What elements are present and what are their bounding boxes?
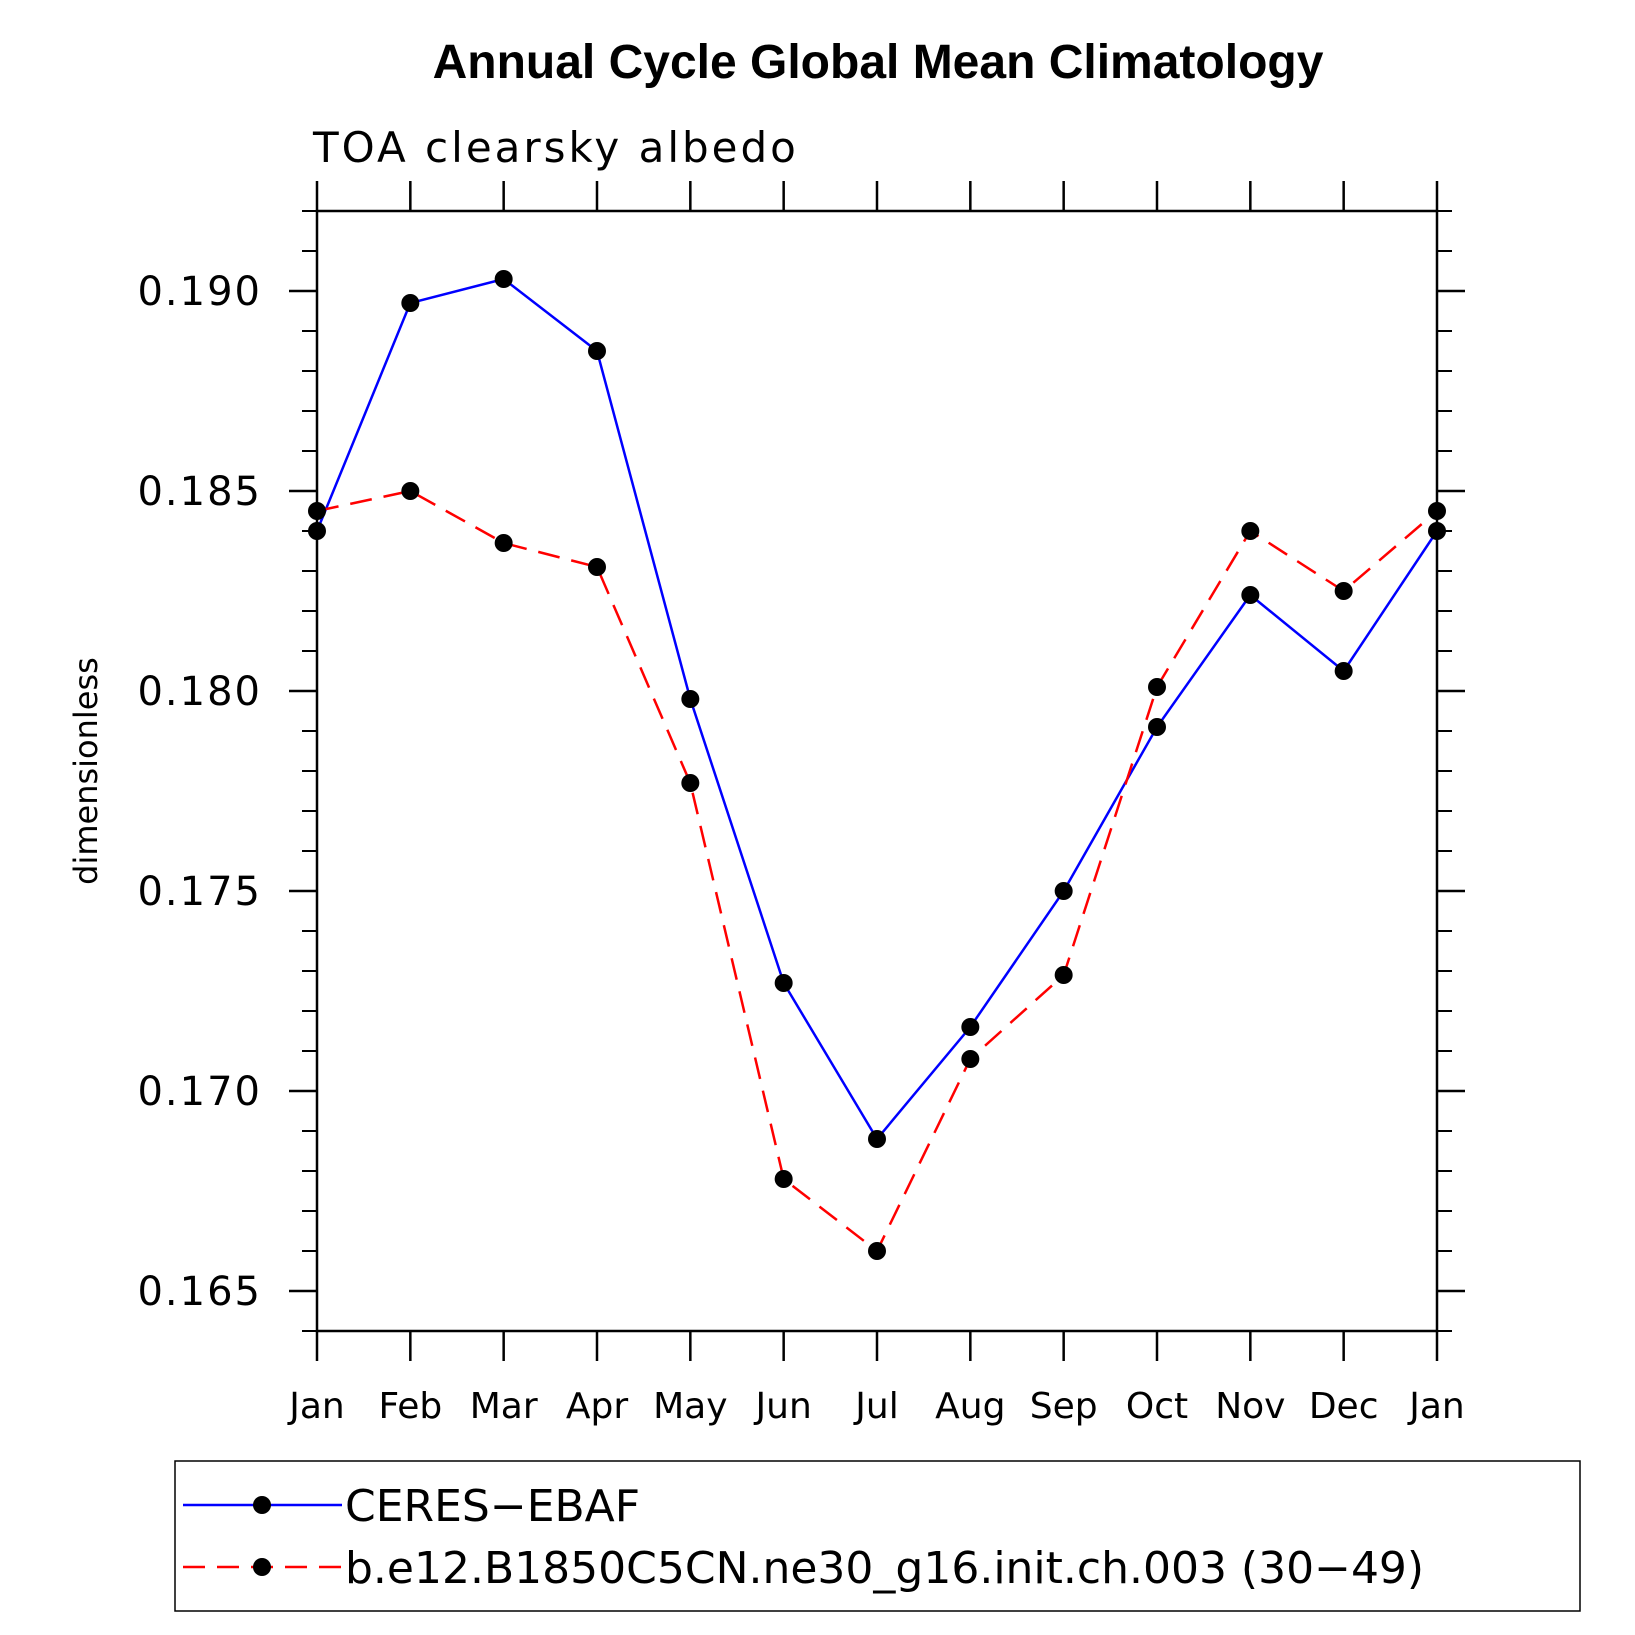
x-tick-label: Jun bbox=[754, 1386, 812, 1427]
y-tick-label: 0.165 bbox=[137, 1269, 262, 1315]
x-tick-label: Sep bbox=[1030, 1386, 1098, 1427]
data-point bbox=[961, 1018, 980, 1036]
x-tick-label: Jan bbox=[1407, 1386, 1465, 1427]
data-point bbox=[401, 294, 420, 312]
chart-title: Annual Cycle Global Mean Climatology bbox=[433, 36, 1324, 89]
x-tick-label: Oct bbox=[1126, 1386, 1188, 1427]
data-point bbox=[308, 522, 326, 540]
legend-label: b.e12.B1850C5CN.ne30_g16.init.ch.003 (30… bbox=[345, 1543, 1424, 1594]
data-point bbox=[401, 482, 420, 500]
x-tick-label: Jul bbox=[853, 1386, 898, 1427]
data-point bbox=[494, 270, 513, 288]
chart-subtitle: TOA clearsky albedo bbox=[312, 123, 799, 172]
x-tick-label: Dec bbox=[1309, 1386, 1379, 1427]
y-axis: 0.165 0.170 0.175 0.180 0.185 0.190 bbox=[137, 269, 1465, 1315]
y-tick-label: 0.185 bbox=[137, 469, 262, 515]
y-axis-label: dimensionless bbox=[67, 657, 105, 885]
data-point bbox=[494, 534, 513, 552]
x-tick-label: Mar bbox=[470, 1386, 538, 1427]
y-tick-label: 0.190 bbox=[137, 269, 262, 315]
plot-frame bbox=[315, 209, 1439, 1333]
y-tick-label: 0.180 bbox=[137, 669, 262, 715]
data-point bbox=[1148, 678, 1166, 696]
x-tick-label: Aug bbox=[935, 1386, 1005, 1427]
legend-label: CERES−EBAF bbox=[345, 1481, 640, 1532]
data-point bbox=[868, 1242, 886, 1260]
data-point bbox=[308, 502, 326, 520]
data-point bbox=[1054, 966, 1073, 984]
series-layer bbox=[308, 270, 1446, 1260]
legend-swatch-marker bbox=[253, 1496, 271, 1514]
data-point bbox=[1334, 582, 1353, 600]
data-point bbox=[1428, 502, 1446, 520]
legend-box bbox=[174, 1460, 1581, 1612]
y-tick-label: 0.170 bbox=[137, 1069, 262, 1115]
x-axis: Jan Feb Mar Apr May Jun Jul Aug Sep Oct Nov Dec Jan bbox=[287, 181, 1465, 1427]
x-tick-label: May bbox=[653, 1386, 727, 1427]
y-tick-label: 0.175 bbox=[137, 869, 262, 915]
series-line bbox=[315, 277, 1439, 1142]
data-point bbox=[1334, 662, 1353, 680]
data-point bbox=[1054, 882, 1073, 900]
data-point bbox=[681, 690, 700, 708]
data-point bbox=[961, 1050, 980, 1068]
data-point bbox=[1148, 718, 1166, 736]
data-point bbox=[1241, 586, 1260, 604]
data-point bbox=[868, 1130, 886, 1148]
x-tick-label: Nov bbox=[1215, 1386, 1285, 1427]
data-point bbox=[774, 974, 793, 992]
legend: CERES−EBAF b.e12.B1850C5CN.ne30_g16.init.… bbox=[174, 1460, 1581, 1612]
data-point bbox=[1241, 522, 1260, 540]
x-tick-label: Feb bbox=[378, 1386, 442, 1427]
data-point bbox=[1428, 522, 1446, 540]
data-point bbox=[681, 774, 700, 792]
x-tick-label: Jan bbox=[287, 1386, 345, 1427]
legend-swatch-marker bbox=[253, 1558, 271, 1576]
data-point bbox=[774, 1170, 793, 1188]
legend-entries: CERES−EBAF b.e12.B1850C5CN.ne30_g16.init.… bbox=[183, 1481, 1424, 1594]
minor-ticks bbox=[302, 210, 1452, 1332]
x-tick-label: Apr bbox=[566, 1386, 628, 1427]
data-point bbox=[588, 342, 606, 360]
data-point bbox=[588, 558, 606, 576]
